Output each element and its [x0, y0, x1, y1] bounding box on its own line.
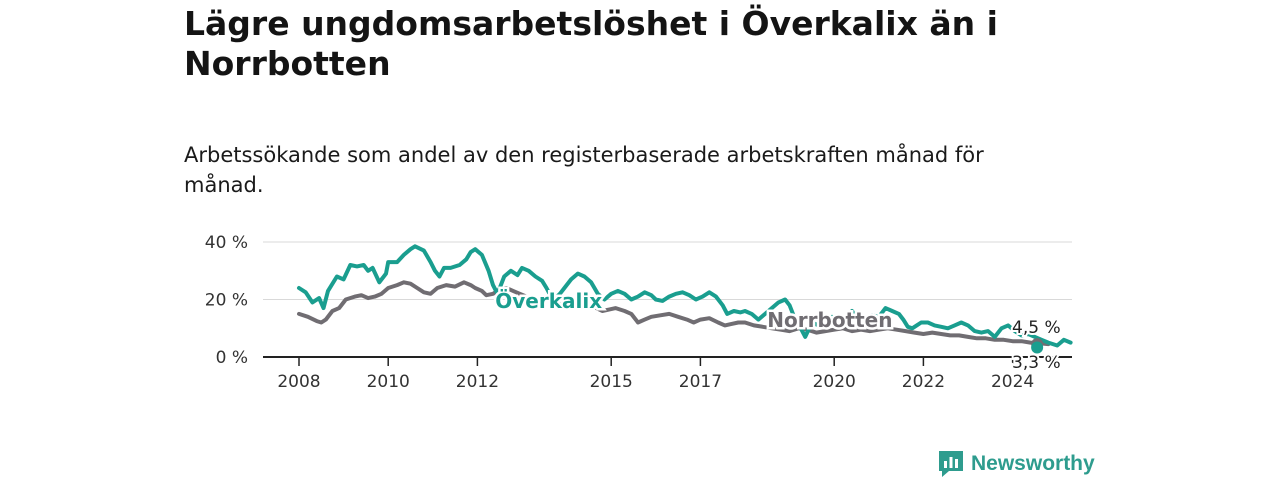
y-tick-label: 20 %	[205, 291, 248, 311]
end-dot-overkalix	[1031, 341, 1044, 354]
series-label-overkalix: Överkalix	[495, 289, 602, 313]
y-tick-label: 40 %	[205, 233, 248, 253]
end-label-norrbotten: 4,5 %	[1012, 318, 1061, 338]
x-tick-label: 2010	[367, 372, 410, 392]
end-label-overkalix: 3,3 %	[1012, 353, 1061, 373]
series-label-norrbotten: Norrbotten	[767, 308, 892, 332]
series-line-norrbotten	[297, 280, 1051, 347]
x-tick-label: 2017	[679, 372, 722, 392]
newsworthy-icon	[939, 451, 963, 477]
x-tick-label: 2008	[277, 372, 320, 392]
x-tick-label: 2024	[991, 372, 1034, 392]
chart-subtitle: Arbetssökande som andel av den registerb…	[184, 143, 984, 197]
chart-title: Lägre ungdomsarbetslöshet i Överkalix än…	[184, 4, 998, 83]
x-tick-label: 2022	[902, 372, 945, 392]
y-tick-label: 0 %	[216, 348, 248, 368]
brand-logo: Newsworthy	[937, 448, 1095, 480]
x-tick-label: 2015	[590, 372, 633, 392]
x-tick-label: 2020	[813, 372, 856, 392]
series-line-overkalix	[297, 244, 1073, 348]
brand-name: Newsworthy	[971, 452, 1095, 475]
x-tick-label: 2012	[456, 372, 499, 392]
